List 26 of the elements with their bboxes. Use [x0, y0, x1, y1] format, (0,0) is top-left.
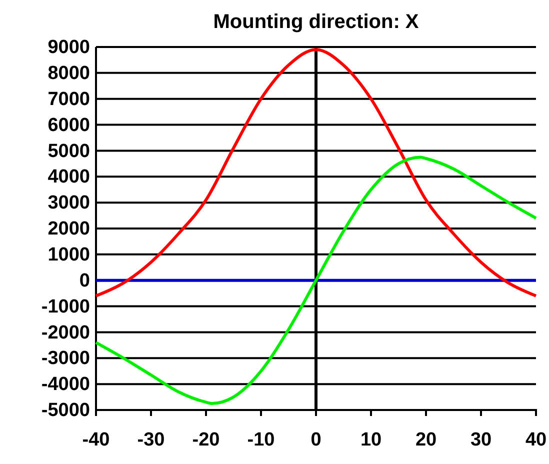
y-tick-label: 5000 — [48, 140, 90, 162]
x-tick-label: -20 — [192, 429, 220, 450]
y-tick-label: 3000 — [48, 192, 90, 214]
y-tick-label: 1000 — [48, 244, 90, 266]
y-tick-label: -3000 — [41, 348, 90, 370]
line-series — [94, 156, 538, 406]
y-tick-label: 9000 — [48, 37, 90, 58]
y-tick-label: -4000 — [41, 374, 90, 396]
x-tick-label: 30 — [470, 429, 492, 450]
y-tick-label: 8000 — [48, 63, 90, 84]
x-tick-label: 20 — [415, 429, 437, 450]
y-tick-label: 0 — [79, 270, 90, 292]
x-tick-label: -40 — [82, 429, 110, 450]
x-tick-label: -10 — [247, 429, 275, 450]
y-tick-label: -5000 — [41, 400, 90, 422]
y-tick-label: 7000 — [48, 88, 90, 110]
y-tick-label: -1000 — [41, 296, 90, 318]
x-tick-label: 10 — [360, 429, 382, 450]
x-tick-label: -30 — [137, 429, 165, 450]
y-tick-label: 6000 — [48, 114, 90, 136]
y-tick-label: 4000 — [48, 166, 90, 188]
y-tick-label: 2000 — [48, 218, 90, 240]
x-tick-label: 0 — [310, 429, 322, 450]
x-tick-label: 40 — [525, 429, 547, 450]
chart-title: Mounting direction: X — [213, 11, 420, 33]
y-tick-label: -2000 — [41, 322, 90, 344]
